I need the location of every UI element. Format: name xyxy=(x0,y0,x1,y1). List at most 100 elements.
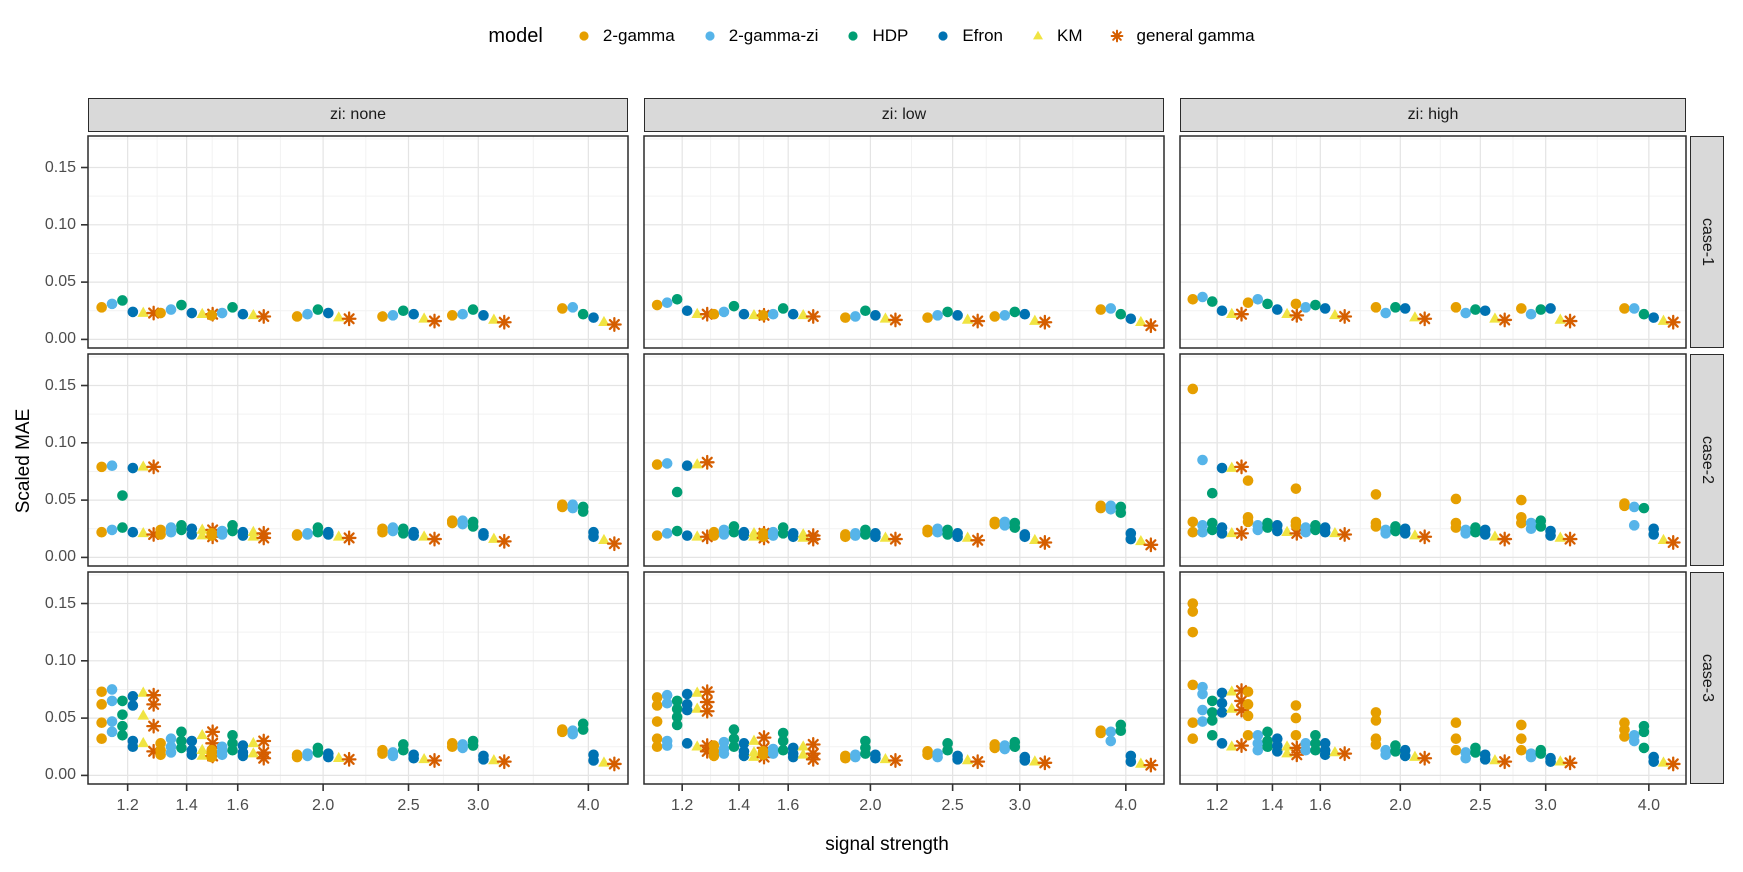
data-point-triangle xyxy=(797,748,810,759)
data-point-circle xyxy=(588,755,599,766)
data-point-circle xyxy=(870,531,881,543)
data-point-asterisk xyxy=(256,530,272,546)
data-point-asterisk xyxy=(341,751,357,767)
data-point-circle xyxy=(577,724,589,735)
data-point-circle xyxy=(1525,308,1537,320)
data-point-circle xyxy=(1242,686,1254,698)
data-point-asterisk xyxy=(1665,756,1681,772)
data-point-circle xyxy=(1216,738,1228,749)
data-point-circle xyxy=(1252,524,1264,536)
data-point-circle xyxy=(478,754,489,765)
data-point-circle xyxy=(1470,304,1481,315)
data-point-circle xyxy=(1648,312,1660,323)
data-point-circle xyxy=(840,752,851,764)
data-point-asterisk xyxy=(341,311,357,327)
data-point-asterisk xyxy=(1037,535,1053,550)
data-point-circle xyxy=(728,526,740,538)
legend-item-label: 2-gamma xyxy=(602,26,675,45)
data-point-circle xyxy=(96,302,107,313)
data-point-circle xyxy=(96,699,107,710)
data-point-circle xyxy=(227,302,238,313)
data-point-circle xyxy=(850,751,861,763)
data-point-triangle xyxy=(196,529,209,540)
data-point-circle xyxy=(186,735,198,747)
data-point-circle xyxy=(1516,517,1527,529)
y-tick-label: 0.15 xyxy=(44,376,76,394)
data-point-circle xyxy=(860,529,871,540)
x-tick-label: 3.0 xyxy=(467,797,490,814)
data-point-circle xyxy=(1242,297,1254,309)
circle-legend-key-icon xyxy=(938,31,948,41)
data-point-asterisk xyxy=(970,532,986,548)
data-point-circle xyxy=(1095,304,1107,315)
y-tick-label: 0.10 xyxy=(44,215,76,233)
data-point-circle xyxy=(952,531,963,543)
data-point-circle xyxy=(718,748,730,759)
x-tick-label: 2.5 xyxy=(1469,797,1492,814)
data-point-circle xyxy=(117,295,128,306)
data-point-circle xyxy=(1290,700,1302,711)
x-tick-label: 2.5 xyxy=(397,797,420,814)
x-tick-label: 2.0 xyxy=(1389,797,1412,814)
x-tick-label: 4.0 xyxy=(1637,797,1660,814)
data-point-circle xyxy=(106,298,118,310)
data-point-asterisk xyxy=(699,454,715,470)
data-point-circle xyxy=(757,531,769,543)
data-point-circle xyxy=(1450,733,1462,745)
data-point-circle xyxy=(1516,719,1527,731)
data-point-circle xyxy=(671,703,683,715)
data-point-circle xyxy=(952,310,963,321)
data-point-circle xyxy=(1370,739,1382,750)
data-point-circle xyxy=(291,311,303,322)
data-point-circle xyxy=(291,751,303,763)
data-point-circle xyxy=(932,751,943,763)
y-tick-label: 0.05 xyxy=(44,709,76,727)
data-point-triangle xyxy=(247,308,260,320)
facet-strip-zi-none: zi: none xyxy=(88,98,628,132)
data-point-circle xyxy=(1516,303,1527,314)
data-point-circle xyxy=(155,749,166,761)
data-point-circle xyxy=(237,530,249,541)
data-point-triangle xyxy=(748,734,760,745)
data-point-circle xyxy=(999,743,1011,755)
data-point-circle xyxy=(1187,626,1199,638)
data-point-circle xyxy=(1187,383,1199,395)
data-point-circle xyxy=(1450,522,1462,533)
data-point-circle xyxy=(1019,308,1031,320)
data-point-circle xyxy=(227,744,238,756)
data-point-asterisk xyxy=(606,536,622,552)
data-point-circle xyxy=(176,742,187,754)
data-point-circle xyxy=(1545,303,1556,314)
data-point-triangle xyxy=(1135,534,1147,546)
data-point-circle xyxy=(989,311,1001,322)
facet-strip-case-3: case-3 xyxy=(1690,572,1724,784)
data-point-circle xyxy=(96,717,107,728)
data-point-circle xyxy=(1399,528,1411,539)
data-point-circle xyxy=(728,741,740,753)
data-point-circle xyxy=(323,529,334,540)
data-point-triangle xyxy=(1657,533,1670,545)
data-point-circle xyxy=(106,524,118,536)
data-point-circle xyxy=(408,308,420,320)
data-point-circle xyxy=(1262,522,1273,533)
data-point-circle xyxy=(457,518,468,530)
data-point-asterisk xyxy=(205,724,221,740)
data-point-circle xyxy=(1460,752,1472,764)
data-point-circle xyxy=(96,526,107,538)
data-point-circle xyxy=(651,299,663,311)
data-point-circle xyxy=(1516,744,1527,756)
data-point-circle xyxy=(1638,308,1650,320)
data-point-asterisk xyxy=(146,459,162,475)
data-point-circle xyxy=(206,530,218,541)
data-point-circle xyxy=(942,744,953,756)
data-point-circle xyxy=(708,750,720,762)
data-point-circle xyxy=(398,305,409,317)
data-point-asterisk xyxy=(1562,313,1578,329)
data-point-triangle xyxy=(1029,533,1041,545)
data-point-triangle xyxy=(488,532,500,543)
facet-strip-label: zi: low xyxy=(881,106,927,123)
data-point-circle xyxy=(1380,749,1391,761)
data-point-circle xyxy=(671,293,683,305)
x-tick-label: 1.2 xyxy=(116,797,139,814)
